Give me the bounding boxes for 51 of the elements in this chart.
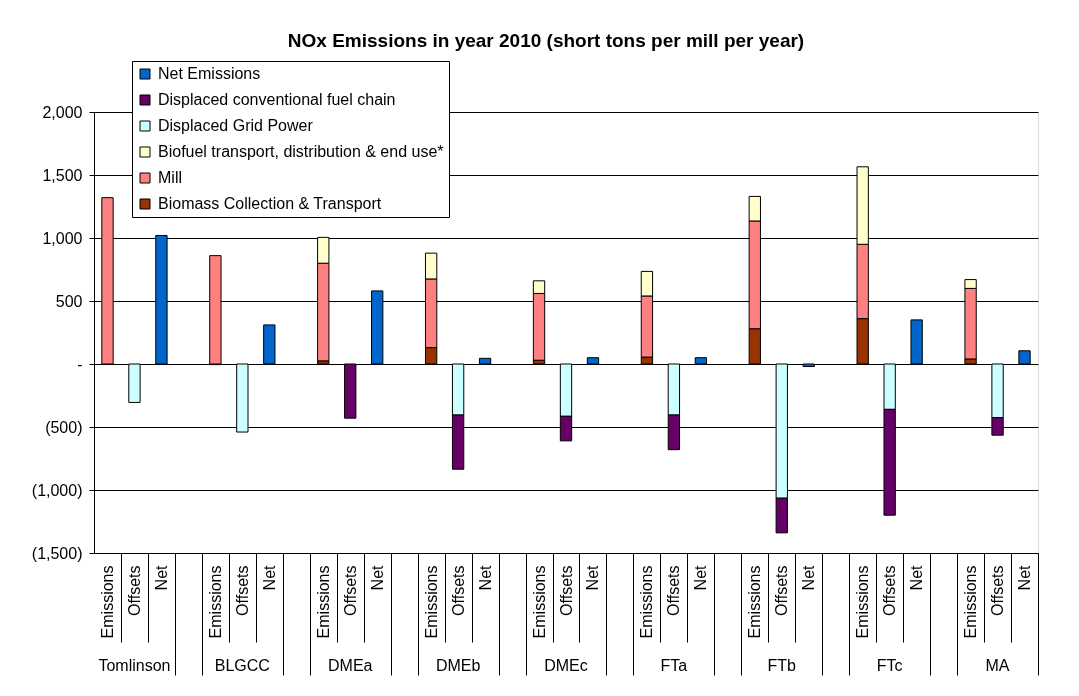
legend-label: Biofuel transport, distribution & end use* (158, 143, 444, 160)
x-tick-label: Offsets (773, 565, 791, 616)
x-tick-label: Offsets (989, 565, 1007, 616)
legend-label: Net Emissions (158, 65, 261, 82)
x-tick-label: Emissions (98, 565, 116, 639)
y-tick-label: 1,000 (42, 229, 83, 247)
x-tick-label: Net (368, 564, 386, 591)
y-tick-label: (1,500) (31, 544, 83, 562)
x-tick-label: Offsets (341, 565, 359, 616)
x-tick-label: Offsets (125, 565, 143, 616)
x-tick-label: Emissions (854, 565, 872, 639)
y-tick-label: 2,000 (42, 103, 83, 121)
x-tick-label: Net (584, 564, 602, 591)
x-tick-label: Emissions (530, 565, 548, 639)
legend-label: Biomass Collection & Transport (158, 195, 382, 212)
x-tick-label: Emissions (422, 565, 440, 639)
text: FTa (660, 657, 688, 674)
x-tick-label: Emissions (314, 565, 332, 639)
x-tick-label: Net (1016, 564, 1034, 591)
text: BLGCC (214, 657, 270, 674)
y-tick-label: (500) (45, 418, 83, 436)
legend-label: Mill (158, 169, 182, 186)
text: MA (985, 657, 1010, 674)
chart-title: NOx Emissions in year 2010 (short tons per mill per year) (287, 29, 805, 51)
text: Tomlinson (98, 657, 171, 674)
x-tick-label: Offsets (449, 565, 467, 616)
x-tick-label: Emissions (962, 565, 980, 639)
text: FTb (767, 657, 797, 674)
y-tick-label: (1,000) (31, 481, 83, 499)
y-tick-label: 1,500 (42, 166, 83, 184)
y-tick-label: - (77, 355, 83, 373)
y-tick-label: 500 (55, 292, 83, 310)
x-tick-label: Emissions (746, 565, 764, 639)
x-tick-label: Emissions (206, 565, 224, 639)
legend-label: Displaced conventional fuel chain (158, 91, 396, 108)
x-tick-label: Net (908, 564, 926, 591)
x-tick-label: Net (692, 564, 710, 591)
x-tick-label: Offsets (881, 565, 899, 616)
text: DMEc (544, 657, 588, 674)
x-tick-label: Offsets (665, 565, 683, 616)
text: DMEa (328, 657, 373, 674)
x-tick-label: Net (476, 564, 494, 591)
x-tick-label: Net (260, 564, 278, 591)
x-tick-label: Offsets (557, 565, 575, 616)
x-tick-label: Emissions (638, 565, 656, 639)
x-tick-label: Net (152, 564, 170, 591)
x-tick-label: Offsets (233, 565, 251, 616)
text: FTc (876, 657, 903, 674)
text: DMEb (435, 657, 481, 674)
legend-label: Displaced Grid Power (158, 117, 314, 134)
x-tick-label: Net (800, 564, 818, 591)
